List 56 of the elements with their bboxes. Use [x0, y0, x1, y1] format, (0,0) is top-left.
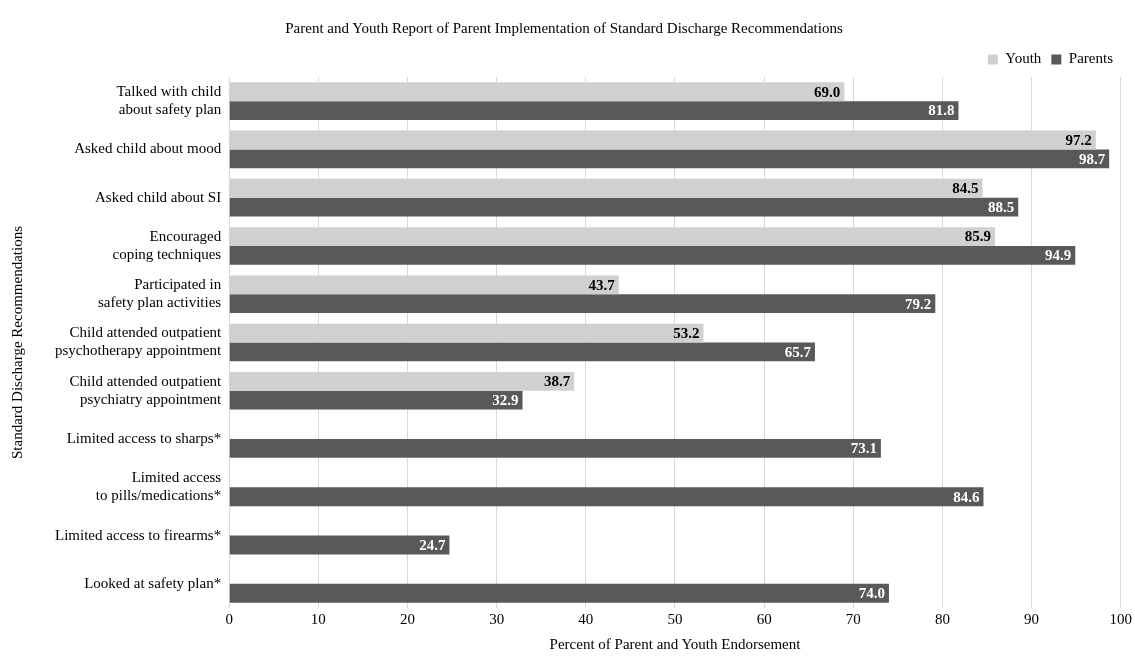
x-tick-label: 40: [578, 610, 594, 627]
y-tick-label: Encouraged coping techniques: [112, 227, 222, 262]
data-label: 53.2: [673, 324, 700, 341]
x-tick-label: 70: [845, 610, 861, 627]
bar: [229, 390, 523, 410]
bar: [229, 342, 815, 362]
data-label: 73.1: [850, 440, 877, 457]
bar: [229, 487, 984, 507]
data-label: 69.0: [814, 83, 841, 100]
bar: [229, 101, 959, 120]
y-tick-label: Limited access to pills/medications*: [95, 469, 222, 504]
data-label: 88.5: [987, 198, 1015, 215]
x-tick-label: 60: [756, 610, 772, 627]
x-tick-label: 100: [1109, 610, 1132, 627]
y-tick-label: Child attended outpatient psychotherapy appointment: [54, 324, 223, 359]
chart-title: Parent and Youth Report of Parent Implementation of Standard Discharge Recommendations: [285, 19, 843, 36]
y-tick-label: Limited access to firearms*: [55, 526, 222, 543]
data-label: 79.2: [905, 295, 932, 312]
data-label: 38.7: [543, 373, 571, 390]
y-tick-label: Child attended outpatient psychiatry appointment: [69, 372, 223, 407]
x-tick-label: 30: [489, 610, 505, 627]
data-label: 74.0: [858, 585, 885, 602]
bar: [229, 149, 1110, 169]
data-label: 32.9: [492, 392, 519, 409]
bar: [229, 535, 450, 555]
legend-label: Youth: [1005, 50, 1042, 67]
y-tick-label: Limited access to sharps*: [66, 429, 222, 446]
data-label: 97.2: [1065, 131, 1092, 148]
bar: [229, 583, 889, 603]
y-axis-title: Standard Discharge Recommendations: [8, 225, 25, 459]
x-axis-title: Percent of Parent and Youth Endorsement: [549, 635, 802, 652]
x-tick-label: 90: [1024, 610, 1040, 627]
y-tick-label: Talked with child about safety plan: [116, 83, 222, 118]
data-label: 84.5: [952, 180, 979, 197]
data-label: 98.7: [1078, 150, 1106, 167]
bar: [229, 294, 936, 314]
data-label: 94.9: [1045, 247, 1072, 264]
bar: [229, 197, 1019, 217]
data-label: 43.7: [588, 276, 616, 293]
bar: [229, 439, 881, 458]
x-tick-label: 20: [400, 610, 416, 627]
y-tick-label: Asked child about SI: [94, 188, 222, 205]
x-tick-label: 0: [225, 610, 233, 627]
x-tick-label: 80: [934, 610, 950, 627]
y-tick-label: Participated in safety plan activities: [97, 276, 222, 311]
x-tick-label: 10: [310, 610, 326, 627]
x-tick-label: 50: [667, 610, 683, 627]
bar: [229, 245, 1076, 265]
data-label: 85.9: [964, 228, 992, 245]
legend-label: Parents: [1068, 50, 1114, 67]
data-label: 65.7: [784, 343, 812, 360]
y-tick-label: Asked child about mood: [74, 140, 222, 157]
y-tick-label: Looked at safety plan*: [84, 574, 222, 591]
data-label: 81.8: [928, 102, 955, 119]
data-label: 84.6: [953, 488, 980, 505]
data-label: 24.7: [419, 536, 446, 553]
